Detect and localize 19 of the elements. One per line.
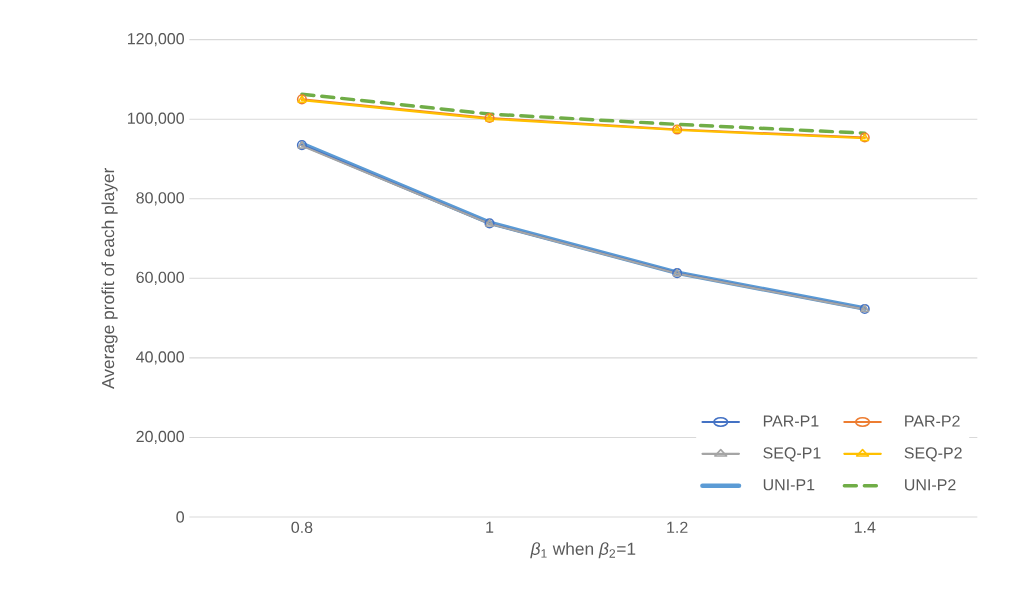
legend-label: UNI-P2 — [905, 479, 956, 491]
y-tick-label: 120,000 — [128, 33, 184, 47]
x-axis-title: β$_{1}$ when β$_{2}$=1 — [530, 542, 636, 559]
y-tick-label: 80,000 — [136, 192, 184, 206]
y-tick-label: 20,000 — [136, 430, 184, 445]
y-tick-label: 40,000 — [136, 351, 184, 365]
y-tick-label: 100,000 — [128, 112, 184, 126]
x-tick-label: 1.2 — [667, 521, 688, 533]
legend-label: PAR-P1 — [763, 415, 819, 427]
x-tick-label: 1 — [486, 521, 494, 533]
legend-label: UNI-P1 — [763, 479, 815, 491]
x-tick-label: 0.8 — [291, 521, 313, 534]
legend-label: SEQ-P2 — [904, 447, 962, 462]
x-tick-label: 1.4 — [854, 521, 876, 533]
legend-label: PAR-P2 — [905, 415, 960, 427]
legend-label: SEQ-P1 — [763, 447, 821, 462]
y-tick-label: 0 — [176, 511, 185, 523]
y-axis-title: Average profit of each player — [101, 168, 118, 389]
y-tick-label: 60,000 — [136, 271, 184, 285]
